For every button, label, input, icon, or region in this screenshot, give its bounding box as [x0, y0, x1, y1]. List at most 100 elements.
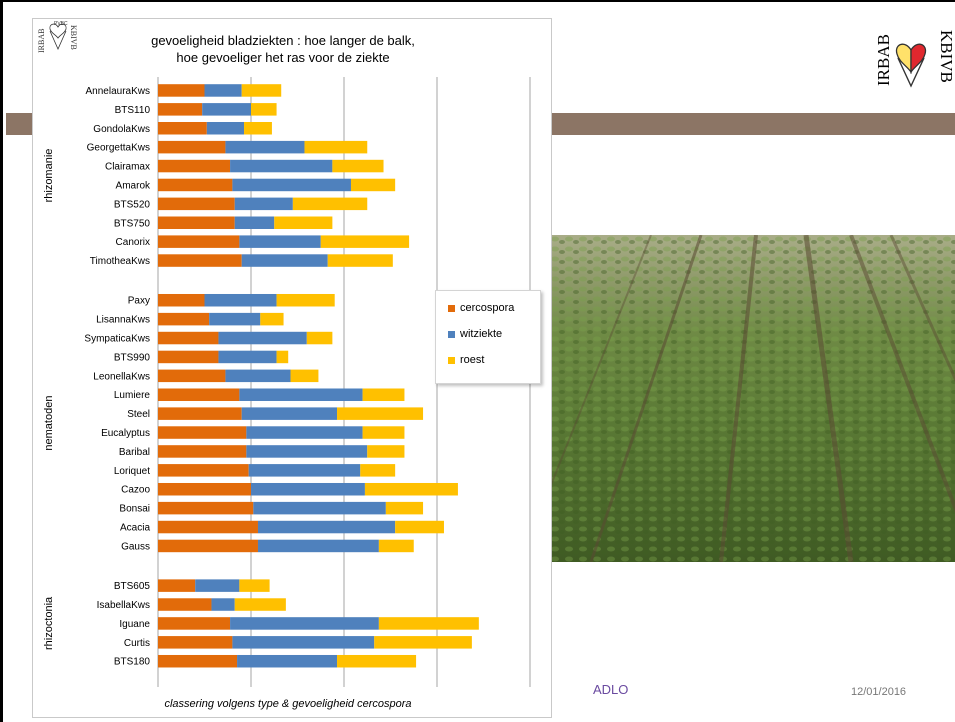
bar-roest	[360, 464, 396, 477]
bar-roest	[260, 312, 284, 326]
legend-label-witziekte: witziekte	[460, 328, 503, 340]
group-label: rhizoctonia	[43, 596, 55, 650]
category-label: Bonsai	[119, 504, 150, 515]
bar-roest	[385, 501, 424, 515]
bar-roest	[337, 654, 417, 668]
beet-field-rows	[551, 235, 955, 562]
chart-logo-text-right: KBIVB	[69, 25, 78, 50]
category-label: BTS990	[114, 352, 151, 363]
bar-witziekte	[234, 197, 293, 211]
category-label: BTS605	[114, 581, 151, 592]
bar-cercospora	[158, 426, 247, 439]
bar-witziekte	[230, 617, 379, 630]
bar-roest	[350, 178, 396, 192]
legend-swatch-witziekte	[448, 330, 455, 338]
bar-witziekte	[225, 369, 291, 383]
bar-cercospora	[158, 331, 219, 345]
bar-roest	[251, 103, 277, 116]
category-label: Eucalyptus	[101, 428, 150, 439]
chart-x-label: classering volgens type & gevoeligheid c…	[164, 698, 411, 710]
bar-roest	[378, 539, 414, 553]
bar-witziekte	[253, 501, 386, 515]
category-label: IsabellaKws	[97, 600, 150, 611]
bar-cercospora	[158, 636, 233, 649]
bar-witziekte	[232, 636, 375, 649]
bar-cercospora	[158, 235, 240, 248]
legend-label-cercospora: cercospora	[460, 302, 515, 314]
bar-cercospora	[158, 520, 258, 534]
category-label: GondolaKws	[93, 124, 150, 135]
category-label: Paxy	[128, 296, 150, 307]
bar-witziekte	[241, 254, 328, 267]
bar-roest	[332, 159, 384, 173]
bar-roest	[274, 216, 333, 229]
bar-roest	[362, 388, 405, 401]
bar-cercospora	[158, 539, 258, 553]
bar-witziekte	[248, 464, 361, 477]
bar-roest	[327, 254, 393, 267]
bar-cercospora	[158, 159, 231, 173]
bar-cercospora	[158, 293, 205, 307]
category-label: Clairamax	[105, 162, 150, 173]
bar-cercospora	[158, 103, 203, 116]
bar-witziekte	[204, 84, 242, 97]
category-label: GeorgettaKws	[87, 143, 150, 154]
bar-roest	[367, 445, 405, 458]
bar-cercospora	[158, 369, 226, 383]
bar-cercospora	[158, 178, 233, 192]
category-label: Loriquet	[114, 466, 150, 477]
category-label: BTS110	[115, 105, 151, 116]
beet-field-photo	[551, 235, 955, 562]
bar-witziekte	[209, 312, 261, 326]
chart-legend: cercospora witziekte roest	[435, 290, 541, 384]
category-label: AnnelauraKws	[86, 86, 150, 97]
bar-roest	[337, 407, 424, 420]
bar-witziekte	[218, 331, 307, 345]
bar-cercospora	[158, 216, 235, 229]
category-label: Steel	[127, 409, 150, 420]
category-label: Gauss	[121, 541, 150, 552]
bar-witziekte	[241, 407, 338, 420]
category-label: Cazoo	[121, 485, 150, 496]
bar-witziekte	[239, 388, 363, 401]
bar-witziekte	[246, 426, 363, 439]
bar-roest	[395, 520, 444, 534]
logo-text-left: IRBAB	[874, 34, 893, 86]
bar-roest	[304, 140, 368, 154]
legend-item-witziekte: witziekte	[448, 328, 502, 340]
bar-witziekte	[239, 235, 321, 248]
bar-cercospora	[158, 254, 242, 267]
bar-roest	[378, 617, 479, 630]
chart-title-line-1: gevoeligheid bladziekten : hoe langer de…	[151, 33, 415, 48]
legend-swatch-roest	[448, 356, 455, 364]
category-label: SympaticaKws	[84, 334, 150, 345]
logo-heart-red	[910, 43, 927, 75]
category-label: Iguane	[119, 619, 150, 630]
legend-swatch-cercospora	[448, 304, 455, 312]
bar-witziekte	[237, 654, 338, 668]
chart-logo-text-small: PVBC	[54, 21, 68, 27]
bar-cercospora	[158, 579, 196, 592]
bar-cercospora	[158, 482, 251, 496]
footer-org: ADLO	[593, 682, 629, 697]
bar-witziekte	[234, 216, 275, 229]
category-label: Curtis	[124, 638, 150, 649]
bar-roest	[374, 636, 472, 649]
bar-witziekte	[218, 350, 277, 364]
category-label: Lumiere	[114, 390, 151, 401]
group-label: rhizomanie	[43, 149, 55, 203]
bar-witziekte	[230, 159, 333, 173]
legend-item-roest: roest	[448, 354, 484, 366]
bar-witziekte	[246, 445, 368, 458]
bar-witziekte	[225, 140, 305, 154]
bar-cercospora	[158, 407, 242, 420]
category-label: Acacia	[120, 523, 150, 534]
bar-cercospora	[158, 312, 210, 326]
bar-cercospora	[158, 197, 235, 211]
bar-roest	[320, 235, 410, 248]
bar-roest	[292, 197, 368, 211]
bar-witziekte	[204, 293, 277, 307]
category-label: TimotheaKws	[90, 256, 150, 267]
bar-roest	[244, 122, 272, 135]
bar-cercospora	[158, 122, 207, 135]
